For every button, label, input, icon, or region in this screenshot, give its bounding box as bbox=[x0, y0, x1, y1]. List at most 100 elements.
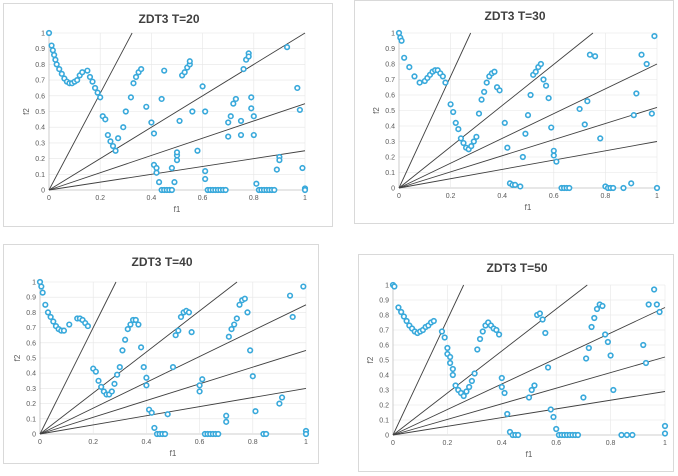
x-tick-label: 0.2 bbox=[443, 440, 453, 447]
x-tick-label: 0 bbox=[391, 440, 395, 447]
data-point bbox=[645, 301, 652, 308]
data-point bbox=[623, 431, 631, 439]
y-tick-label: 0.2 bbox=[379, 403, 389, 410]
x-tick-label: 0.2 bbox=[446, 193, 456, 200]
data-point bbox=[498, 383, 505, 391]
data-point bbox=[276, 157, 283, 164]
data-point bbox=[155, 179, 163, 186]
data-point bbox=[84, 322, 91, 330]
data-point bbox=[452, 382, 459, 389]
data-point bbox=[542, 82, 550, 89]
y-axis-label: f2 bbox=[372, 107, 381, 114]
data-point bbox=[483, 79, 490, 86]
data-point bbox=[138, 66, 145, 73]
data-point bbox=[294, 84, 301, 92]
y-tick-label: 1 bbox=[32, 280, 36, 287]
data-point bbox=[545, 94, 552, 102]
data-point bbox=[524, 112, 532, 119]
y-tick-label: 0.9 bbox=[26, 295, 36, 302]
data-point bbox=[237, 117, 245, 125]
data-point bbox=[181, 69, 188, 76]
y-tick-label: 0.9 bbox=[35, 46, 45, 53]
data-point bbox=[104, 131, 111, 139]
x-axis-label: f1 bbox=[174, 205, 181, 214]
reference-ray-3 bbox=[392, 307, 666, 436]
data-point bbox=[158, 95, 165, 103]
data-point bbox=[44, 309, 52, 316]
data-point bbox=[143, 103, 150, 110]
data-point bbox=[164, 411, 171, 418]
reference-ray-3 bbox=[398, 63, 658, 189]
data-point bbox=[225, 133, 232, 140]
x-tick-label: 1 bbox=[304, 439, 308, 446]
data-point bbox=[588, 323, 595, 331]
data-point bbox=[276, 400, 283, 407]
data-point bbox=[553, 425, 560, 433]
y-tick-label: 0.7 bbox=[385, 77, 395, 84]
data-point bbox=[223, 412, 230, 419]
data-point bbox=[56, 66, 63, 73]
data-point bbox=[447, 359, 454, 367]
data-point bbox=[296, 106, 303, 114]
x-tick-label: 0 bbox=[38, 439, 42, 446]
data-point bbox=[599, 302, 606, 310]
data-point bbox=[278, 394, 286, 401]
data-point bbox=[602, 331, 609, 338]
data-point bbox=[656, 308, 663, 316]
y-tick-label: 0.5 bbox=[26, 356, 36, 363]
data-point bbox=[202, 108, 209, 115]
y-tick-label: 0 bbox=[385, 433, 389, 440]
data-point bbox=[148, 409, 155, 416]
data-point bbox=[177, 313, 185, 321]
data-point bbox=[199, 376, 206, 383]
y-tick-label: 1 bbox=[385, 283, 389, 290]
data-point bbox=[651, 286, 658, 293]
x-tick-label: 0.2 bbox=[88, 439, 98, 446]
data-point bbox=[633, 90, 640, 97]
data-point bbox=[222, 186, 229, 194]
data-point bbox=[574, 431, 582, 439]
data-point bbox=[230, 100, 237, 107]
data-point bbox=[501, 119, 508, 126]
data-point bbox=[84, 67, 91, 74]
data-point bbox=[111, 380, 118, 387]
data-point bbox=[525, 394, 533, 401]
data-point bbox=[176, 117, 183, 125]
data-point bbox=[249, 373, 256, 380]
y-axis-label: f2 bbox=[366, 356, 375, 363]
data-point bbox=[299, 164, 306, 172]
data-point bbox=[460, 392, 467, 400]
data-point bbox=[225, 333, 232, 340]
data-point bbox=[135, 321, 142, 328]
data-point bbox=[39, 289, 46, 296]
data-point bbox=[263, 430, 270, 438]
data-point bbox=[92, 368, 99, 375]
data-point bbox=[122, 336, 129, 343]
data-point bbox=[460, 139, 467, 147]
data-point bbox=[585, 344, 592, 352]
data-point bbox=[620, 184, 627, 192]
data-point bbox=[300, 283, 307, 290]
x-tick-label: 0.8 bbox=[606, 440, 616, 447]
data-point bbox=[471, 370, 478, 377]
data-point bbox=[143, 374, 150, 381]
x-tick-label: 0.8 bbox=[248, 439, 258, 446]
y-tick-label: 0.6 bbox=[35, 93, 45, 100]
data-point bbox=[576, 105, 583, 113]
data-point bbox=[519, 153, 526, 161]
data-point bbox=[501, 389, 508, 397]
data-point bbox=[130, 80, 137, 87]
x-axis-label: f1 bbox=[526, 450, 533, 459]
data-point bbox=[610, 184, 617, 192]
data-point bbox=[120, 124, 127, 131]
scatter-chart-t30: ZDT3 T=30 0 0.1 0.2 0.3 0.4 0.5 0.6 0.7 0.8 0.9 1 0 0… bbox=[372, 9, 661, 212]
data-point bbox=[102, 116, 109, 123]
data-point bbox=[132, 316, 139, 324]
data-point bbox=[496, 87, 503, 94]
data-point bbox=[202, 168, 209, 175]
data-point bbox=[450, 108, 457, 116]
data-point bbox=[515, 431, 522, 439]
data-point bbox=[215, 430, 222, 438]
data-point bbox=[537, 60, 544, 68]
x-tick-label: 1 bbox=[655, 193, 659, 200]
